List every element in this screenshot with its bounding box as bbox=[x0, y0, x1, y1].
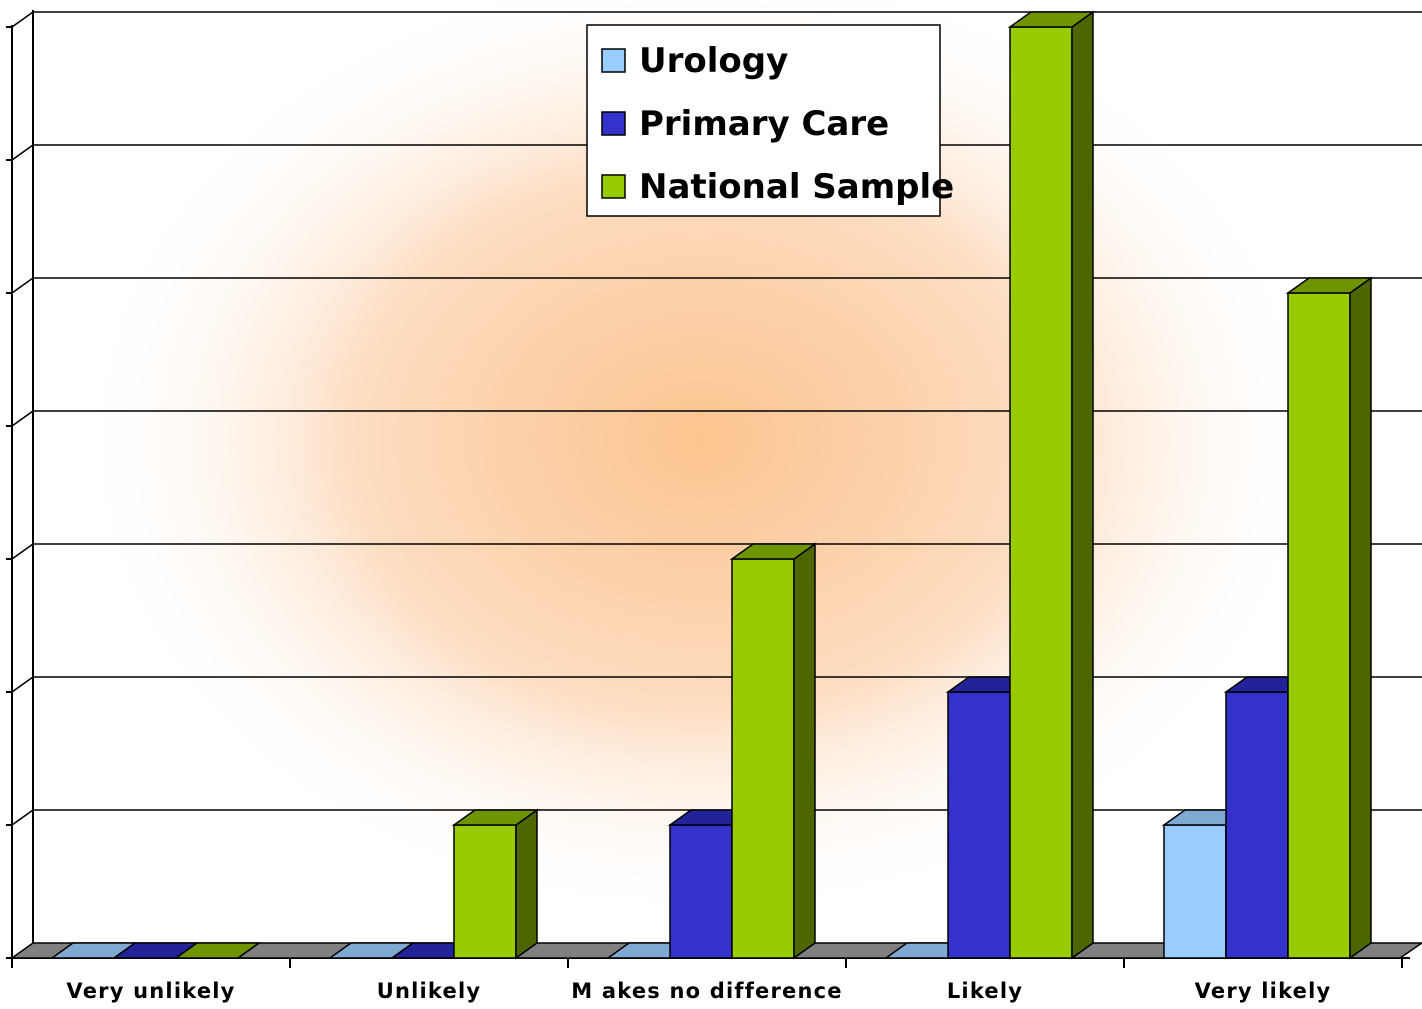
bar-front bbox=[731, 558, 795, 959]
bar-front bbox=[947, 691, 1011, 959]
legend-entry: Urology bbox=[639, 41, 788, 81]
x-tick-label: Unlikely bbox=[377, 979, 482, 1003]
bar-front bbox=[453, 824, 517, 959]
bar-front bbox=[1009, 26, 1073, 959]
x-tick-label: Likely bbox=[947, 979, 1023, 1003]
legend-swatch bbox=[601, 111, 626, 136]
gridline-side bbox=[11, 410, 34, 427]
bar-front bbox=[1163, 824, 1227, 959]
bar-side bbox=[793, 542, 816, 960]
gridline-side bbox=[11, 11, 34, 28]
gridline-side bbox=[11, 676, 34, 693]
bar bbox=[173, 942, 262, 959]
bar-side bbox=[515, 808, 538, 960]
bar bbox=[1285, 276, 1374, 960]
bar-front bbox=[669, 824, 733, 959]
bar bbox=[729, 542, 818, 960]
gridline-side bbox=[11, 144, 34, 161]
gridline-side bbox=[11, 809, 34, 826]
gridline-side bbox=[11, 543, 34, 560]
bar-top bbox=[173, 942, 262, 959]
bar-top bbox=[1007, 11, 1096, 28]
bar-front bbox=[1287, 292, 1351, 959]
gridline-side bbox=[11, 277, 34, 294]
bar-side bbox=[1349, 276, 1372, 960]
legend-entry: National Sample bbox=[639, 167, 954, 207]
x-tick-labels: Very unlikely Unlikely M akes no differenc… bbox=[66, 979, 1332, 1003]
bar-side bbox=[1071, 10, 1094, 960]
bar-top bbox=[729, 543, 818, 560]
x-tick-label: M akes no difference bbox=[571, 979, 843, 1003]
bar bbox=[1007, 10, 1096, 960]
x-tick-label: Very likely bbox=[1195, 979, 1332, 1003]
bar bbox=[451, 808, 540, 960]
legend-swatch bbox=[601, 174, 626, 199]
legend: Urology Primary Care National Sample bbox=[586, 24, 954, 217]
bar-front bbox=[1225, 691, 1289, 959]
bar-top bbox=[1285, 277, 1374, 294]
bars bbox=[49, 10, 1374, 960]
legend-box bbox=[586, 24, 941, 217]
legend-entry: Primary Care bbox=[639, 104, 889, 144]
legend-swatch bbox=[601, 48, 626, 73]
bar-top bbox=[451, 809, 540, 826]
x-tick-label: Very unlikely bbox=[66, 979, 235, 1003]
